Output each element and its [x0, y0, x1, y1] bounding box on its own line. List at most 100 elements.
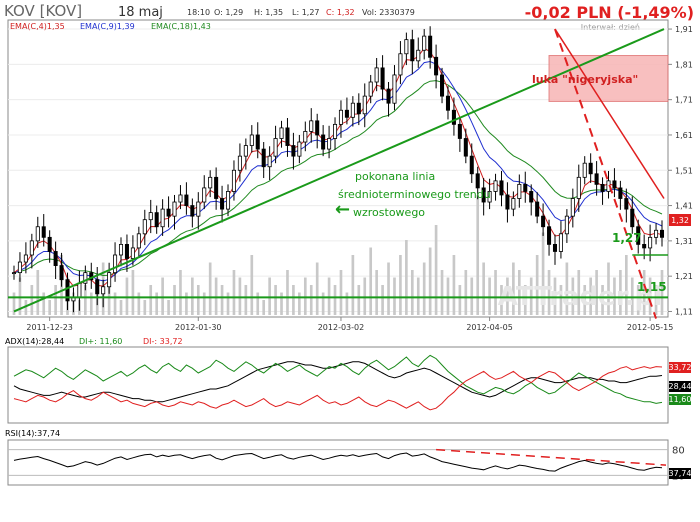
volume-bar	[268, 277, 271, 315]
interval-label: Interwał: dzień	[581, 23, 640, 32]
volume-bar	[428, 247, 432, 315]
di-plus-legend: DI+: 11,60	[79, 337, 122, 346]
ohlc-high: H: 1,35	[254, 8, 283, 17]
volume-bar	[179, 270, 182, 315]
candle-body	[285, 127, 290, 146]
volume-bar	[434, 225, 438, 315]
volume-bar	[196, 285, 200, 315]
candle-body	[202, 187, 207, 203]
candle-body	[35, 226, 40, 242]
volume-bar	[131, 270, 135, 315]
candle-body	[77, 282, 82, 298]
volume-bar	[202, 292, 206, 315]
volume-bar	[416, 277, 420, 315]
candle-body	[630, 208, 635, 228]
volume-bar	[452, 255, 456, 315]
candle-body	[338, 109, 343, 125]
volume-bar	[601, 285, 604, 315]
current-price-box	[669, 214, 691, 226]
volume-bar	[256, 292, 260, 315]
volume-bar	[393, 277, 396, 315]
volume-bar	[535, 255, 539, 315]
volume-bar	[636, 285, 640, 315]
uptrend-line	[13, 28, 665, 313]
candle-body	[523, 183, 528, 192]
rsi-line	[13, 452, 663, 472]
x-axis-label: 2011-12-23	[26, 323, 73, 332]
candle-body	[380, 67, 385, 90]
candle-body	[505, 194, 510, 210]
candle-body	[279, 127, 284, 139]
volume-bar	[619, 270, 622, 315]
volume-bar	[339, 270, 343, 315]
volume-bar	[410, 270, 414, 315]
volume-bar	[238, 277, 242, 315]
current-price-label: 1,32	[671, 216, 689, 225]
volume-bar	[595, 270, 598, 315]
volume-bar	[571, 277, 575, 315]
candle-body	[648, 236, 653, 249]
candle-body	[368, 81, 373, 97]
volume-bar	[208, 262, 212, 315]
adx-lines	[13, 354, 663, 411]
trend-text-line2: średnioterminowego trendu	[338, 188, 491, 201]
candle-body	[273, 138, 278, 157]
volume-bar	[375, 270, 378, 315]
volume-bar	[315, 262, 319, 315]
adx-line	[13, 361, 663, 403]
downtrend-line	[554, 28, 665, 199]
candle-body	[95, 279, 100, 295]
volume-bar	[48, 300, 51, 315]
candle-body	[404, 39, 409, 55]
volume-bar	[149, 285, 153, 315]
candle-body	[220, 198, 225, 210]
candle-body	[588, 162, 593, 175]
candle-body	[618, 187, 623, 199]
candle-body	[600, 183, 605, 192]
candle-body	[624, 198, 629, 210]
ema18-line	[13, 80, 663, 277]
candle-body	[475, 173, 480, 189]
volume-bar	[214, 277, 218, 315]
candle-body	[564, 215, 569, 235]
candle-body	[83, 272, 88, 284]
candle-body	[154, 212, 159, 228]
volume-bar	[625, 255, 628, 315]
volume-bar	[298, 292, 301, 315]
di-plus-value: 11,60	[669, 395, 692, 404]
downtrend-dashed-line	[554, 28, 657, 319]
legend-ema4: EMA(C,4)1,35	[10, 22, 65, 31]
volume-bar	[89, 292, 93, 315]
candle-body	[428, 35, 433, 58]
candle-body	[267, 155, 272, 168]
di-minus-value: 33,72	[669, 363, 692, 372]
candle-body	[130, 247, 135, 259]
candle-body	[309, 120, 314, 132]
price-axis-label: 1,31	[675, 237, 693, 246]
legend-ema18: EMA(C,18)1,43	[151, 22, 211, 31]
candle-body	[237, 155, 242, 171]
volume-bar	[220, 285, 224, 315]
candle-body	[457, 123, 462, 139]
candle-body	[487, 191, 492, 203]
candle-body	[29, 240, 34, 256]
volume-bar	[12, 292, 16, 315]
volume-bar	[137, 292, 141, 315]
volume-bar	[464, 270, 468, 315]
volume-bar	[642, 270, 646, 315]
candle-body	[612, 180, 617, 189]
price-change: -0,02 PLN (-1,49%)	[525, 3, 694, 22]
candle-body	[362, 95, 367, 115]
volume-bar	[470, 277, 474, 315]
price-axis-label: 1,61	[675, 131, 693, 140]
x-axis-label: 2012-01-30	[175, 323, 222, 332]
volume-bar	[113, 292, 117, 315]
volume-bar	[458, 285, 462, 315]
volume-bar	[476, 195, 480, 315]
volume-bar	[405, 240, 408, 315]
volume-bar	[232, 270, 236, 315]
trendlines	[8, 28, 668, 319]
candle-body	[374, 67, 379, 83]
candle-body	[11, 272, 17, 275]
